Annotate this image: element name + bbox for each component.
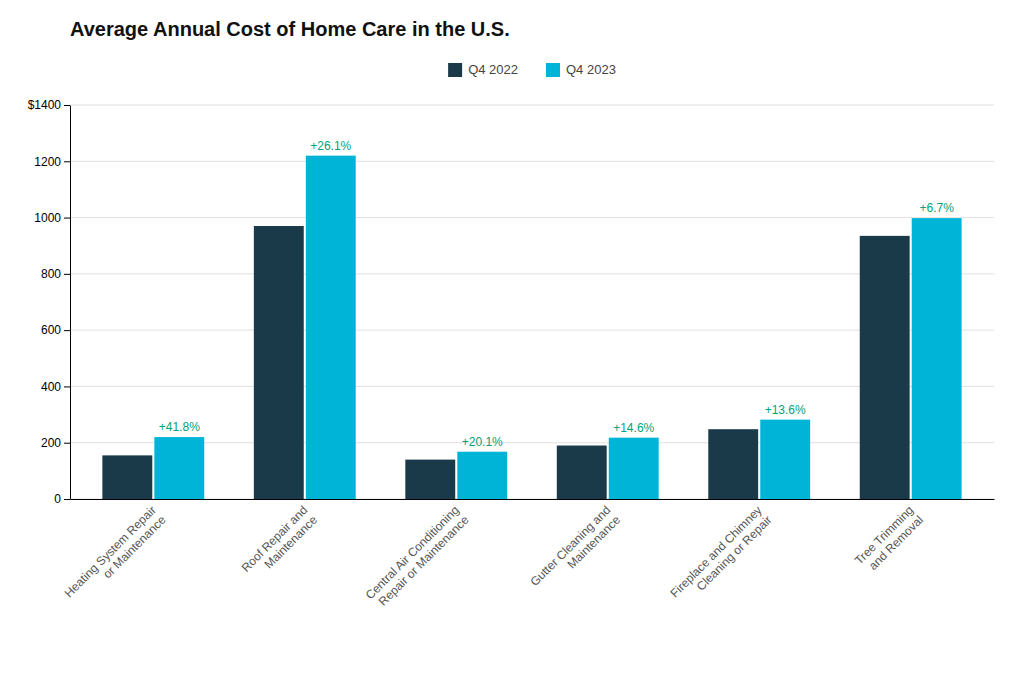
grid-line bbox=[70, 442, 994, 443]
y-tick: 600 bbox=[41, 323, 70, 337]
legend-swatch bbox=[546, 63, 560, 77]
y-axis: 0 200 400 600 800 1000 1200 $1400 bbox=[28, 98, 71, 506]
y-tick-mark bbox=[64, 161, 70, 162]
x-tick-label: Roof Repair andMaintenance bbox=[239, 503, 321, 585]
grid-line bbox=[70, 499, 994, 500]
bar bbox=[254, 226, 304, 499]
legend-item: Q4 2023 bbox=[546, 62, 616, 77]
bar bbox=[860, 236, 910, 499]
bar bbox=[708, 429, 758, 499]
bar bbox=[609, 438, 659, 499]
annotation: +14.6% bbox=[613, 421, 654, 435]
y-tick: 0 bbox=[54, 492, 70, 506]
plot: 0 200 400 600 800 1000 1200 $1400 Heating System… bbox=[28, 98, 995, 612]
x-tick: Tree Trimmingand Removal bbox=[852, 503, 926, 577]
x-axis: Heating System Repairor Maintenance Roof … bbox=[62, 500, 995, 612]
annotation: +20.1% bbox=[462, 435, 503, 449]
annotations: +41.8% +26.1% +20.1% +14.6% +13.6% +6.7% bbox=[159, 139, 954, 449]
x-axis-line bbox=[71, 499, 995, 500]
legend-swatch bbox=[448, 63, 462, 77]
y-tick-label: 0 bbox=[54, 492, 61, 506]
annotation: +41.8% bbox=[159, 420, 200, 434]
x-tick-label: Heating System Repairor Maintenance bbox=[62, 503, 169, 610]
y-tick-label: 1200 bbox=[34, 155, 61, 169]
y-tick: 1000 bbox=[34, 211, 70, 225]
x-tick: Fireplace and ChimneyCleaning or Repair bbox=[668, 503, 775, 610]
grid-line bbox=[70, 386, 994, 387]
y-tick: $1400 bbox=[28, 98, 70, 112]
y-tick-mark bbox=[64, 105, 70, 106]
bar bbox=[760, 420, 810, 499]
bar-series bbox=[102, 226, 909, 499]
bar bbox=[405, 460, 455, 499]
y-tick-mark bbox=[64, 218, 70, 219]
title: Average Annual Cost of Home Care in the … bbox=[70, 18, 510, 40]
y-tick-mark bbox=[64, 330, 70, 331]
legend: Q4 2022 Q4 2023 bbox=[448, 62, 616, 77]
y-tick-mark bbox=[64, 386, 70, 387]
y-tick-mark bbox=[64, 443, 70, 444]
grid-line bbox=[70, 273, 994, 274]
annotation: +13.6% bbox=[765, 403, 806, 417]
y-tick: 400 bbox=[41, 380, 70, 394]
legend-label: Q4 2023 bbox=[566, 62, 616, 77]
bar-series bbox=[154, 156, 961, 499]
y-tick-label: 800 bbox=[41, 267, 61, 281]
x-tick: Central Air ConditioningRepair or Mainte… bbox=[363, 503, 472, 612]
y-tick: 200 bbox=[41, 436, 70, 450]
bar bbox=[306, 156, 356, 499]
bar bbox=[457, 452, 507, 499]
legend-item: Q4 2022 bbox=[448, 62, 518, 77]
y-tick: 800 bbox=[41, 267, 70, 281]
bar bbox=[154, 437, 204, 499]
bars bbox=[102, 156, 961, 499]
y-tick-label: 600 bbox=[41, 323, 61, 337]
bar bbox=[557, 446, 607, 499]
grid-line bbox=[70, 105, 994, 106]
annotation: +26.1% bbox=[310, 139, 351, 153]
legend-label: Q4 2022 bbox=[468, 62, 518, 77]
y-tick-label: $1400 bbox=[28, 98, 62, 112]
x-tick-label: Tree Trimmingand Removal bbox=[852, 503, 926, 577]
grid-line bbox=[70, 217, 994, 218]
y-tick: 1200 bbox=[34, 155, 70, 169]
annotation: +6.7% bbox=[919, 201, 954, 215]
y-axis-line bbox=[70, 106, 71, 500]
y-tick-label: 200 bbox=[41, 436, 61, 450]
y-tick-label: 400 bbox=[41, 380, 61, 394]
y-tick-mark bbox=[64, 274, 70, 275]
x-tick: Roof Repair andMaintenance bbox=[239, 503, 321, 585]
grid-line bbox=[70, 330, 994, 331]
x-tick-label: Fireplace and ChimneyCleaning or Repair bbox=[668, 503, 775, 610]
x-tick-label: Gutter Cleaning andMaintenance bbox=[527, 503, 623, 599]
grid-line bbox=[70, 161, 994, 162]
bar bbox=[912, 218, 962, 499]
bar bbox=[102, 455, 152, 499]
x-tick: Gutter Cleaning andMaintenance bbox=[527, 503, 623, 599]
y-tick-label: 1000 bbox=[34, 211, 61, 225]
x-tick-label: Central Air ConditioningRepair or Mainte… bbox=[363, 503, 472, 612]
y-tick-mark bbox=[64, 499, 70, 500]
x-tick: Heating System Repairor Maintenance bbox=[62, 503, 169, 610]
grid bbox=[70, 105, 994, 499]
chart: Average Annual Cost of Home Care in the … bbox=[0, 0, 1024, 674]
